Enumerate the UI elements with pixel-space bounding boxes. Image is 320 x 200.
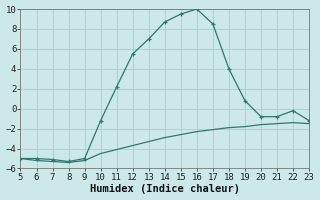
X-axis label: Humidex (Indice chaleur): Humidex (Indice chaleur) <box>90 184 240 194</box>
